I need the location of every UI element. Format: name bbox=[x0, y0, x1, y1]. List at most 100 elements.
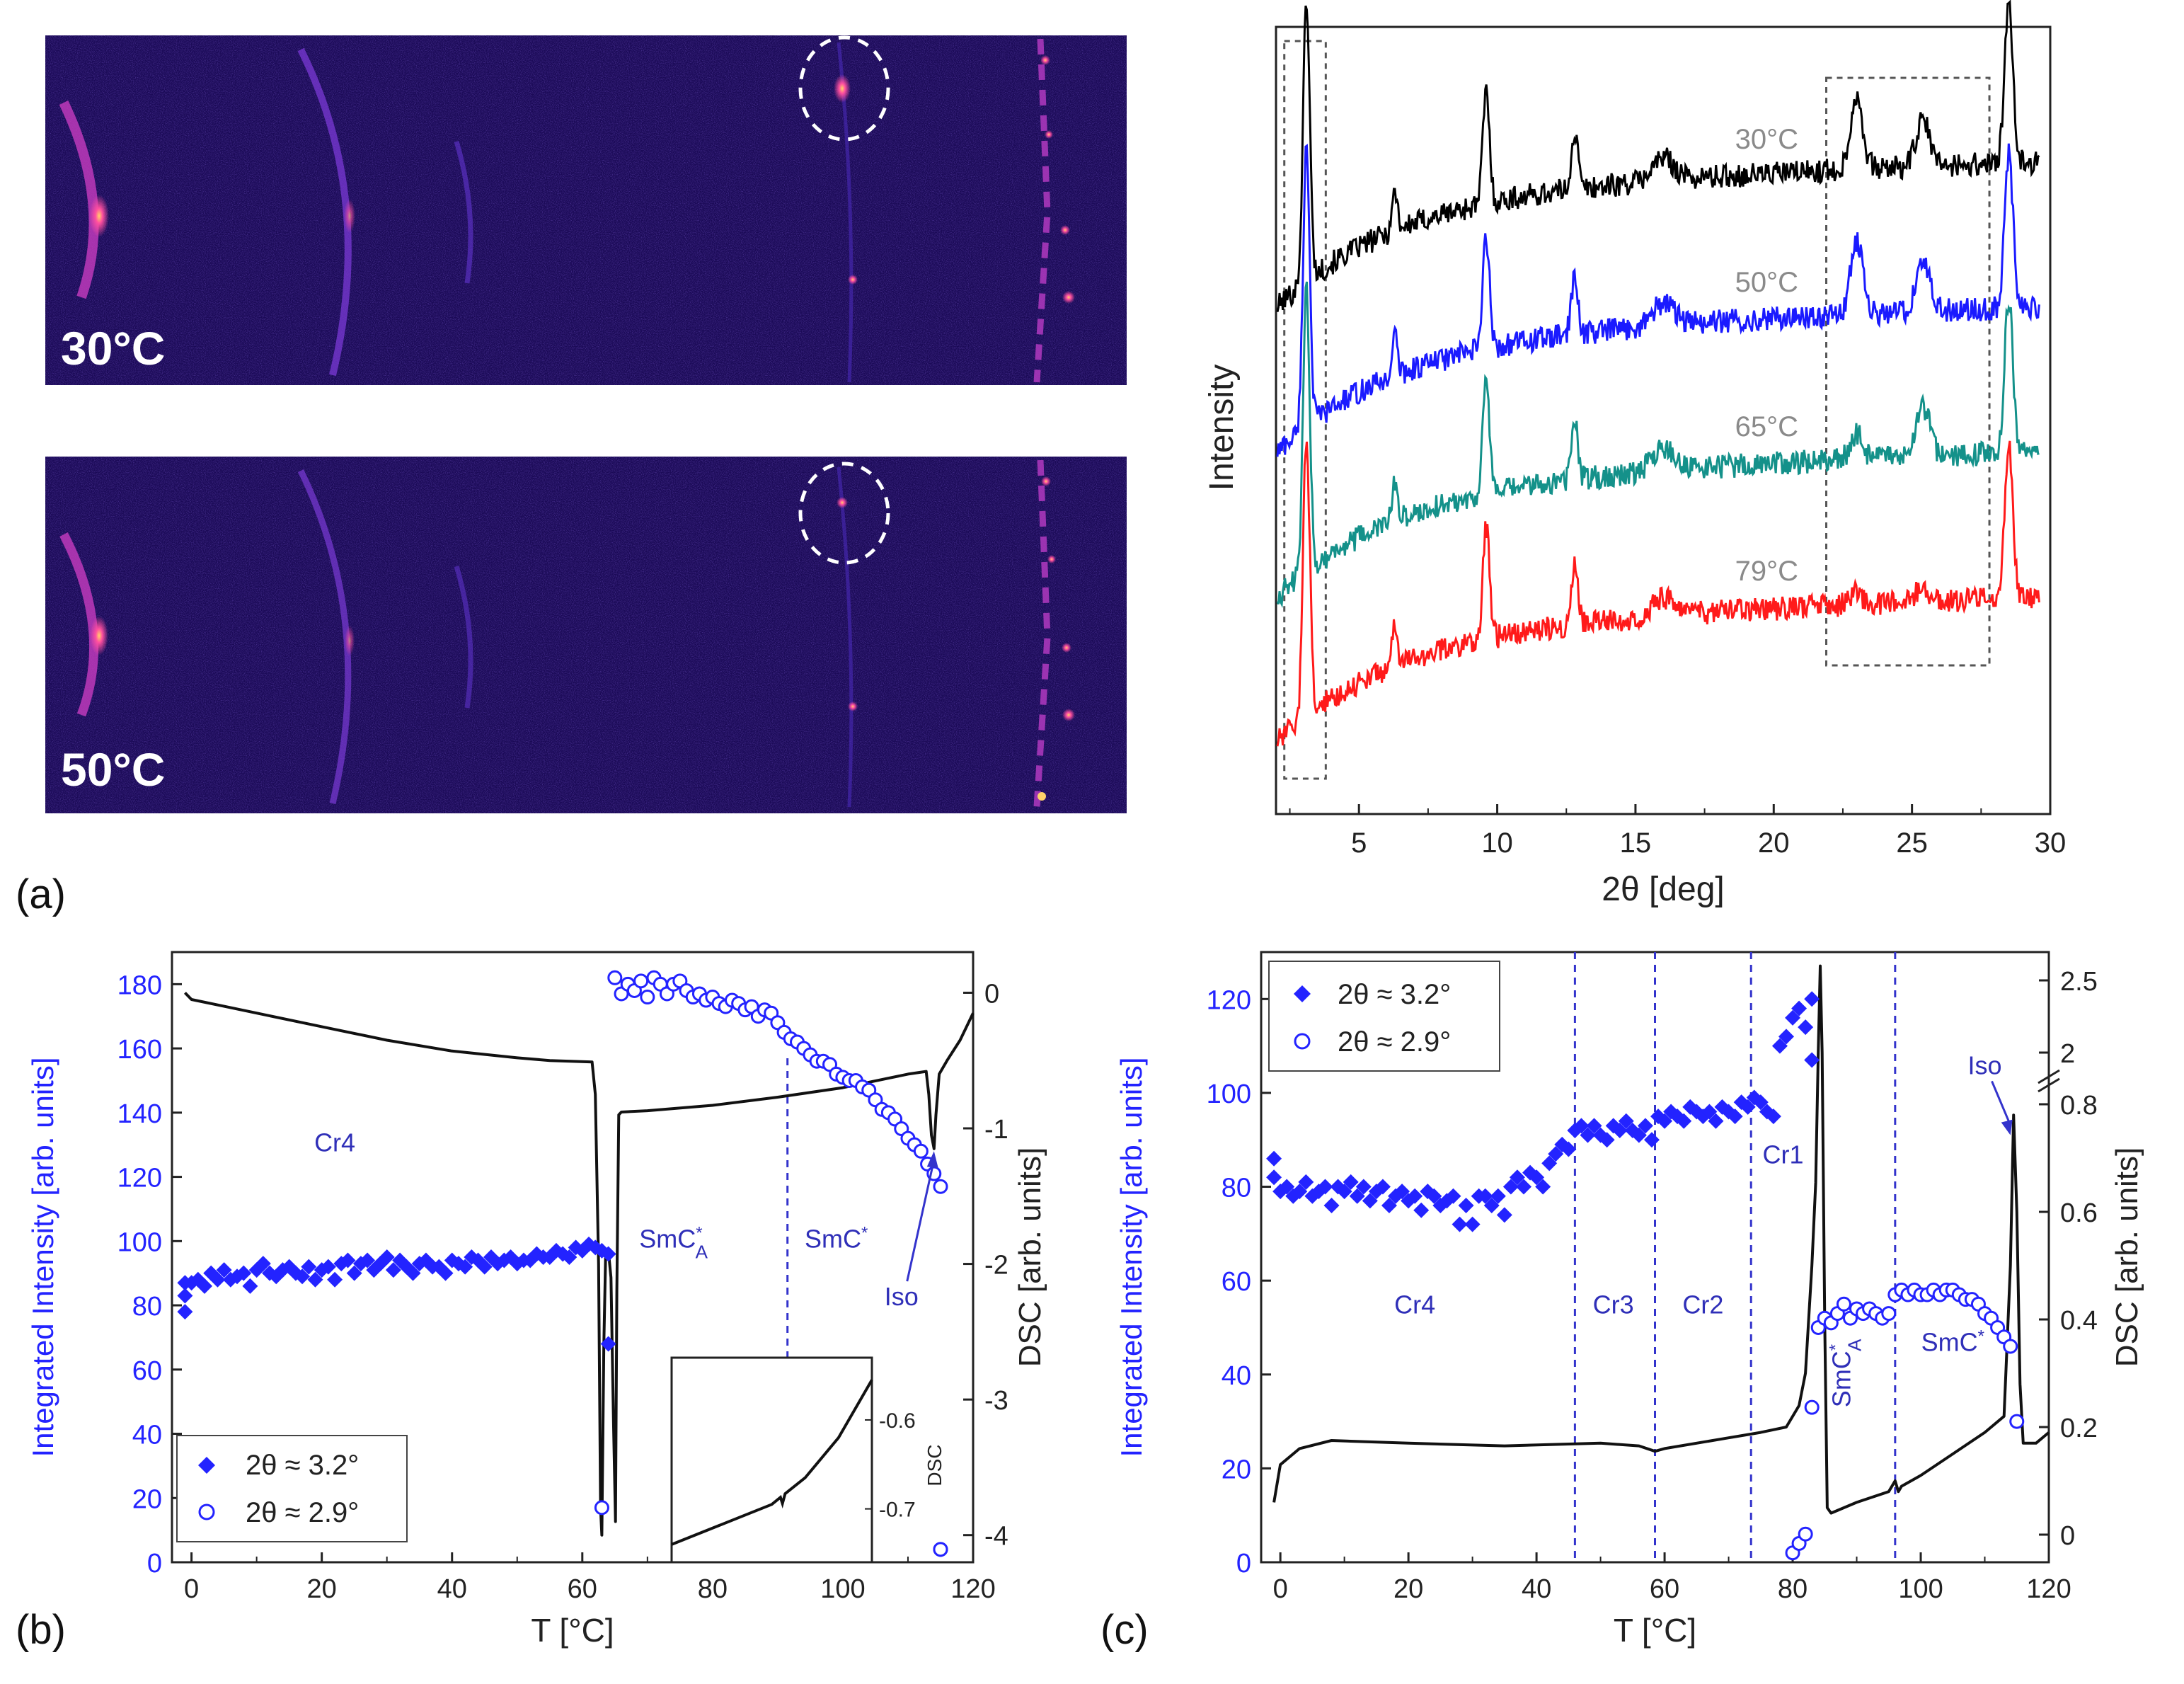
phase-label: SmC* bbox=[805, 1223, 868, 1254]
y2-tick-label: -2 bbox=[984, 1251, 1008, 1281]
inset-tick-label: -0.6 bbox=[879, 1409, 916, 1433]
diamond-marker bbox=[1804, 991, 1820, 1007]
series-label: 30°C bbox=[1735, 124, 1798, 155]
x-axis-label: T [°C] bbox=[531, 1612, 614, 1649]
circle-marker bbox=[1836, 1296, 1851, 1312]
diamond-marker bbox=[197, 1278, 213, 1294]
diamond-marker bbox=[255, 1256, 271, 1272]
diamond-marker bbox=[437, 1265, 454, 1281]
diamond-marker bbox=[236, 1265, 252, 1281]
y2-tick-label: 0.6 bbox=[2060, 1198, 2098, 1228]
diamond-marker bbox=[1355, 1179, 1372, 1195]
x-tick-label: 100 bbox=[820, 1574, 865, 1604]
x-tick-label: 20 bbox=[1758, 827, 1790, 859]
y-tick-label: 60 bbox=[1222, 1267, 1251, 1297]
x-tick-label: 5 bbox=[1351, 827, 1367, 859]
diamond-marker bbox=[385, 1262, 401, 1278]
diamond-marker bbox=[1266, 1169, 1282, 1186]
diamond-marker bbox=[1477, 1188, 1493, 1204]
phase-label: SmC* bbox=[1921, 1327, 1984, 1357]
diamond-marker bbox=[1657, 1113, 1673, 1129]
y-tick-label: 0 bbox=[147, 1549, 162, 1579]
diamond-marker bbox=[1529, 1169, 1545, 1186]
diamond-marker bbox=[1631, 1127, 1647, 1143]
diamond-marker bbox=[1502, 1179, 1519, 1195]
diamond-marker bbox=[1496, 1207, 1512, 1223]
diamond-marker bbox=[1323, 1198, 1340, 1214]
annotation-label: Iso bbox=[1967, 1050, 2001, 1079]
x-tick-label: 10 bbox=[1481, 827, 1513, 859]
y2-tick-label: 0 bbox=[2060, 1521, 2075, 1551]
diamond-marker bbox=[476, 1259, 493, 1275]
detector-temp-label: 30°C bbox=[61, 322, 165, 374]
x-tick-label: 80 bbox=[1778, 1574, 1807, 1604]
x-tick-label: 120 bbox=[950, 1574, 995, 1604]
circle-marker bbox=[2003, 1339, 2018, 1354]
legend-label: 2θ ≈ 2.9° bbox=[246, 1497, 359, 1528]
diamond-marker bbox=[360, 1252, 376, 1268]
diamond-marker bbox=[1785, 1009, 1801, 1026]
x-tick-label: 120 bbox=[2026, 1574, 2071, 1604]
y-tick-label: 80 bbox=[132, 1292, 162, 1322]
y2-tick-label: 2.5 bbox=[2060, 967, 2098, 997]
x-tick-label: 40 bbox=[1522, 1574, 1551, 1604]
legend-box bbox=[1268, 961, 1500, 1072]
diamond-marker bbox=[327, 1271, 343, 1288]
circle-marker bbox=[594, 1500, 609, 1516]
diamond-marker bbox=[1573, 1118, 1590, 1134]
y-tick-label: 40 bbox=[1222, 1361, 1251, 1391]
x-tick-label: 0 bbox=[184, 1574, 199, 1604]
diamond-marker bbox=[1771, 1038, 1788, 1054]
y2-tick-label: 0.8 bbox=[2060, 1091, 2098, 1121]
legend-circle bbox=[1294, 1033, 1311, 1050]
diamond-marker bbox=[1266, 1150, 1282, 1167]
x-tick-label: 30 bbox=[2035, 827, 2067, 859]
debye-arc bbox=[297, 469, 352, 805]
xrd-series-line bbox=[1276, 281, 2040, 609]
detector-image-30c: 30°C bbox=[45, 35, 1127, 385]
diamond-marker bbox=[1452, 1216, 1468, 1232]
x-tick-label: 60 bbox=[1650, 1574, 1679, 1604]
panel-label-a: (a) bbox=[16, 871, 66, 917]
annotation-arrowhead bbox=[926, 1151, 938, 1169]
diamond-marker bbox=[1778, 1029, 1794, 1045]
diamond-marker bbox=[1426, 1188, 1442, 1204]
hot-spot bbox=[834, 74, 851, 103]
annotation-arrow bbox=[906, 1159, 936, 1282]
circle-marker bbox=[633, 973, 649, 989]
legend-circle bbox=[198, 1503, 215, 1520]
diamond-marker bbox=[1483, 1198, 1500, 1214]
plot-frame bbox=[1275, 25, 2052, 815]
diamond-marker bbox=[1509, 1169, 1525, 1186]
diamond-marker bbox=[600, 1336, 616, 1352]
y-tick-label: 80 bbox=[1222, 1174, 1251, 1203]
diamond-marker bbox=[1586, 1118, 1602, 1134]
hot-spot bbox=[89, 195, 109, 237]
inset-ylabel: DSC bbox=[924, 1444, 946, 1486]
y-axis-label: Intensity bbox=[1203, 365, 1241, 491]
annotation-arrow bbox=[1991, 1080, 2012, 1126]
diamond-marker bbox=[177, 1304, 193, 1320]
diamond-marker bbox=[1394, 1184, 1410, 1200]
dsc-curve bbox=[183, 992, 975, 1537]
legend-diamond bbox=[198, 1457, 215, 1474]
diamond-marker bbox=[346, 1265, 362, 1281]
axis-break bbox=[2038, 1077, 2060, 1093]
diamond-marker bbox=[320, 1259, 336, 1275]
phase-label: SmC*A bbox=[1826, 1339, 1866, 1407]
y-tick-label: 40 bbox=[132, 1421, 162, 1450]
diamond-marker bbox=[1374, 1179, 1391, 1195]
diamond-marker bbox=[216, 1262, 232, 1278]
diamond-marker bbox=[1740, 1099, 1756, 1115]
diamond-marker bbox=[1317, 1179, 1333, 1195]
diamond-marker bbox=[1791, 1000, 1807, 1016]
diamond-marker bbox=[1343, 1174, 1359, 1190]
x-tick-label: 100 bbox=[1898, 1574, 1943, 1604]
x-tick-label: 15 bbox=[1620, 827, 1652, 859]
series-label: 50°C bbox=[1735, 267, 1798, 298]
y2-axis-label: DSC [arb. units] bbox=[1013, 1147, 1047, 1368]
diamond-marker bbox=[1618, 1113, 1634, 1129]
xrd-series-line bbox=[1276, 440, 2040, 747]
diamond-marker bbox=[1349, 1188, 1365, 1204]
